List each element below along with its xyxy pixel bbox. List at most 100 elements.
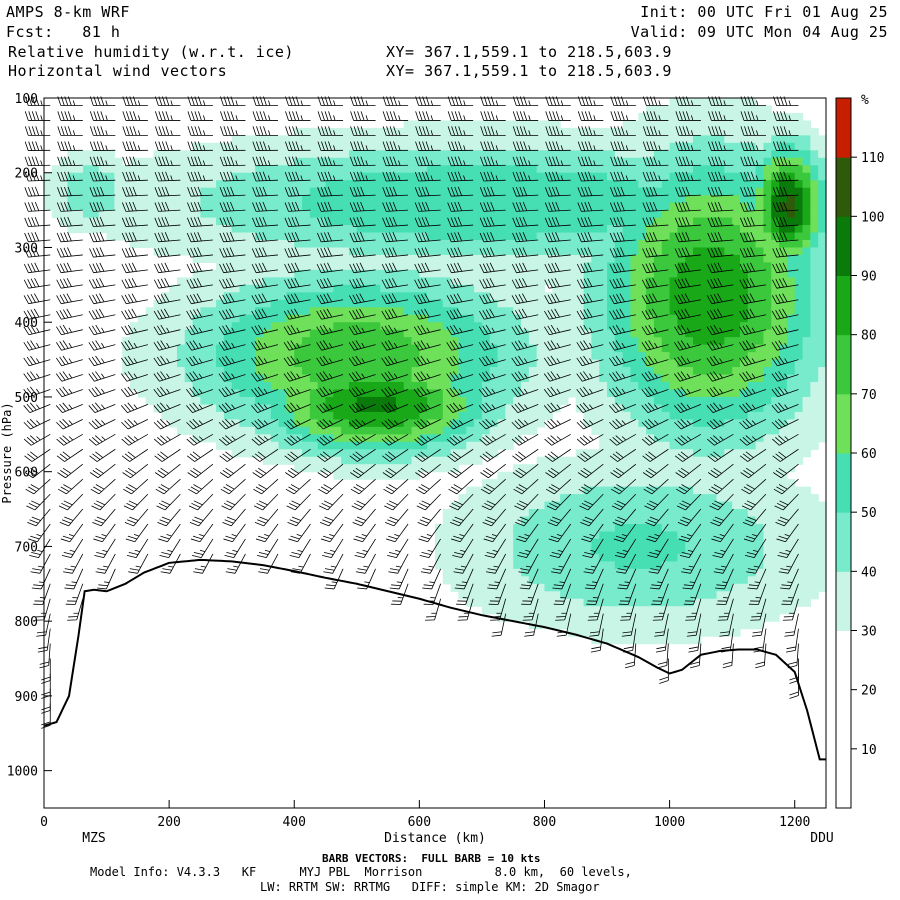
rh-cell xyxy=(614,426,624,435)
rh-cell xyxy=(208,374,217,383)
rh-cell xyxy=(450,561,460,570)
rh-cell xyxy=(255,434,264,443)
rh-cell xyxy=(176,344,186,353)
rh-cell xyxy=(771,553,780,562)
rh-cell xyxy=(560,180,569,189)
rh-cell xyxy=(747,195,757,204)
rh-cell xyxy=(732,202,741,211)
rh-cell xyxy=(505,195,514,204)
rh-cell xyxy=(44,195,53,204)
rh-cell xyxy=(419,187,428,196)
rh-cell xyxy=(216,165,225,174)
rh-cell xyxy=(223,314,233,323)
rh-cell xyxy=(638,576,647,585)
rh-cell xyxy=(732,524,741,533)
rh-cell xyxy=(356,210,366,219)
rh-cell xyxy=(716,434,725,443)
rh-cell xyxy=(528,501,538,510)
rh-cell xyxy=(528,583,538,592)
rh-cell xyxy=(732,277,741,286)
rh-cell xyxy=(739,172,749,181)
rh-cell xyxy=(372,344,381,353)
rh-cell xyxy=(450,389,460,398)
rh-cell xyxy=(521,509,530,518)
rh-cell xyxy=(591,509,600,518)
rh-cell xyxy=(528,232,538,241)
rh-cell xyxy=(302,344,311,353)
rh-cell xyxy=(427,180,436,189)
rh-cell xyxy=(348,254,358,264)
rh-cell xyxy=(779,449,788,458)
rh-cell xyxy=(262,411,272,420)
rh-cell xyxy=(231,225,241,234)
rh-cell xyxy=(192,359,201,368)
rh-cell xyxy=(802,269,811,278)
rh-cell xyxy=(747,449,757,458)
rh-cell xyxy=(755,411,765,420)
rh-cell xyxy=(122,210,131,219)
rh-cell xyxy=(591,382,600,391)
rh-cell xyxy=(802,561,811,570)
rh-cell xyxy=(216,299,225,308)
rh-cell xyxy=(442,180,452,189)
rh-cell xyxy=(810,299,819,308)
rh-cell xyxy=(403,232,413,241)
rh-cell xyxy=(763,501,772,510)
rh-cell xyxy=(630,292,639,301)
rh-cell xyxy=(333,389,342,398)
rh-cell xyxy=(505,367,514,376)
rh-cell xyxy=(364,180,374,189)
rh-cell xyxy=(184,180,194,189)
rh-cell xyxy=(763,531,772,540)
rh-cell xyxy=(341,269,350,278)
rh-cell xyxy=(552,172,561,181)
rh-cell xyxy=(700,157,710,166)
rh-cell xyxy=(356,419,366,428)
rh-cell xyxy=(716,538,725,548)
rh-cell xyxy=(630,456,639,465)
rh-cell xyxy=(411,225,420,234)
rh-cell xyxy=(677,501,686,510)
rh-cell xyxy=(638,591,647,600)
rh-cell xyxy=(435,187,444,196)
rh-cell xyxy=(575,195,585,204)
rh-cell xyxy=(669,516,679,525)
rh-cell xyxy=(653,367,663,376)
rh-cell xyxy=(278,426,288,435)
rh-cell xyxy=(693,187,702,196)
rh-cell xyxy=(208,367,217,376)
rh-cell xyxy=(481,576,491,585)
rh-cell xyxy=(348,127,358,136)
rh-cell xyxy=(278,277,288,286)
rh-cell xyxy=(403,225,413,234)
rh-cell xyxy=(442,426,452,435)
rh-cell xyxy=(380,449,389,458)
rh-cell xyxy=(786,501,796,510)
rh-cell xyxy=(575,180,585,189)
rh-cell xyxy=(200,157,209,166)
rh-cell xyxy=(270,269,280,278)
rh-cell xyxy=(630,157,639,166)
rh-cell xyxy=(669,352,679,361)
rh-cell xyxy=(528,606,538,615)
rh-cell xyxy=(474,337,483,346)
rh-cell xyxy=(466,509,475,518)
rh-cell xyxy=(466,396,475,406)
rh-cell xyxy=(302,307,311,316)
rh-cell xyxy=(708,411,718,420)
rh-cell xyxy=(497,426,506,435)
rh-cell xyxy=(247,382,256,391)
rh-cell xyxy=(380,262,389,271)
rh-cell xyxy=(341,464,350,473)
rh-cell xyxy=(794,583,804,592)
rh-cell xyxy=(708,501,718,510)
rh-cell xyxy=(771,568,780,577)
rh-cell xyxy=(505,344,514,353)
rh-cell xyxy=(380,254,389,264)
rh-cell xyxy=(513,479,522,488)
rh-cell xyxy=(302,240,311,249)
rh-cell xyxy=(653,225,663,234)
rh-cell xyxy=(169,225,178,234)
rh-cell xyxy=(200,382,209,391)
rh-cell xyxy=(364,396,374,406)
